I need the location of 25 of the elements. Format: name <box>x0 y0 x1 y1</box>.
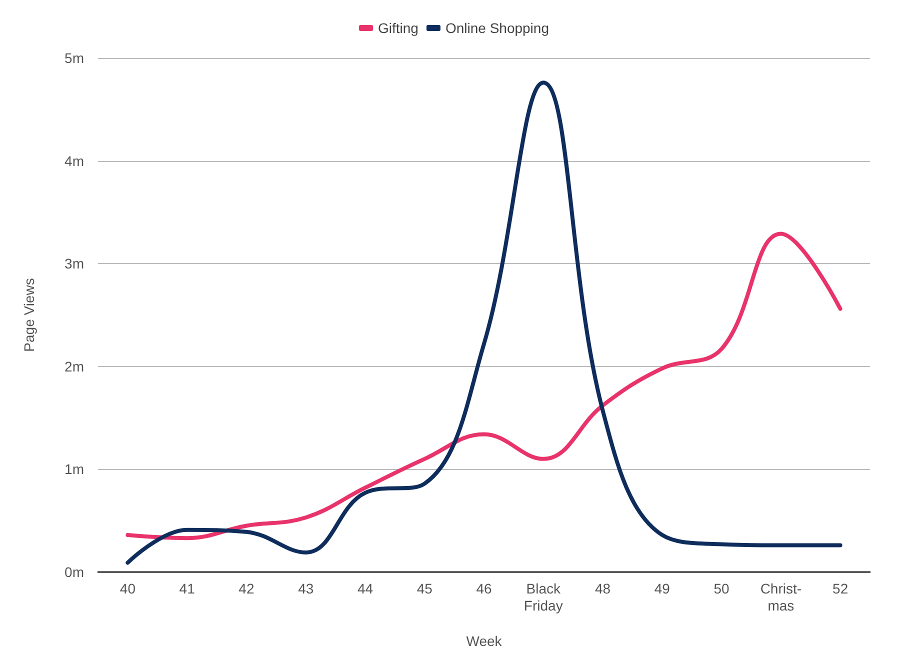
x-tick-label: 44 <box>357 580 374 596</box>
x-tick-label: 42 <box>238 580 254 596</box>
x-tick-label: 52 <box>832 580 848 596</box>
legend-label: Online Shopping <box>445 20 549 36</box>
y-tick-label: 5m <box>64 50 84 66</box>
x-tick-label: Christ- mas <box>760 580 802 614</box>
legend-label: Gifting <box>378 20 418 36</box>
line-series <box>126 80 842 565</box>
x-tick-label: 41 <box>179 580 196 596</box>
y-tick-label: 0m <box>64 564 84 580</box>
y-axis-title: Page Views <box>21 278 37 352</box>
y-tick-label: 3m <box>64 256 84 272</box>
x-tick-label: Black Friday <box>524 580 563 614</box>
x-tick-label: 40 <box>120 580 136 596</box>
y-tick-label: 1m <box>64 461 84 478</box>
line-series <box>126 232 842 540</box>
x-tick-label: 50 <box>714 580 730 596</box>
x-tick-label: 43 <box>298 580 314 596</box>
x-tick-label: 48 <box>594 580 611 596</box>
x-axis-title: Week <box>466 633 503 649</box>
y-tick-label: 4m <box>64 152 84 169</box>
x-tick-label: 46 <box>476 580 492 596</box>
y-tick-label: 2m <box>64 358 84 374</box>
x-tick-label: 45 <box>416 580 433 596</box>
x-tick-label: 49 <box>654 580 670 596</box>
